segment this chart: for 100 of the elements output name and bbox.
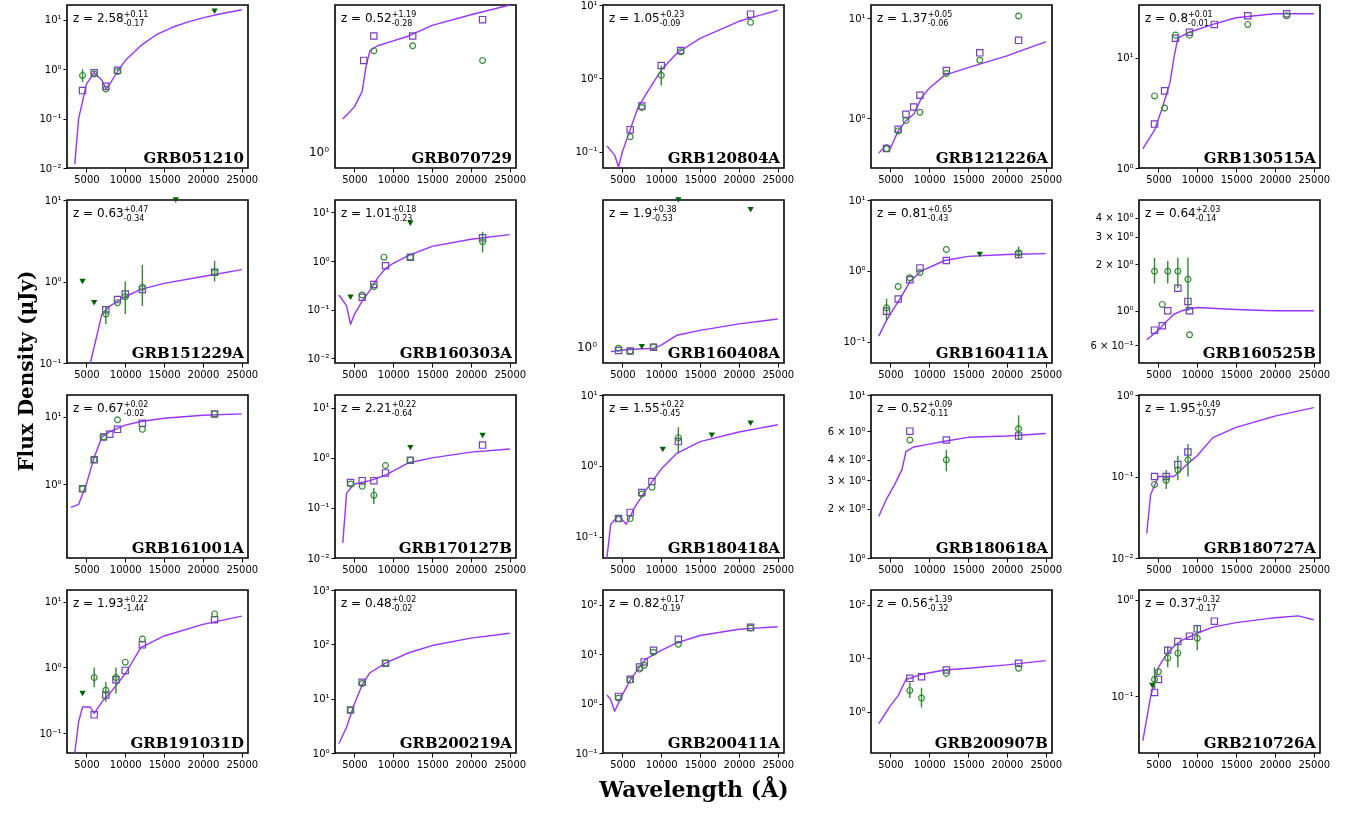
point bbox=[906, 427, 914, 435]
y-tick-label: 10⁰ bbox=[312, 452, 330, 464]
point bbox=[79, 278, 86, 285]
text: GRB160303A bbox=[399, 344, 513, 362]
point bbox=[105, 430, 114, 438]
y-tick-label: 10⁰ bbox=[580, 72, 598, 84]
y-tick-label: 10⁻¹ bbox=[307, 502, 330, 514]
x-tick-label: 5000 bbox=[342, 563, 368, 575]
x-tick-label: 15000 bbox=[952, 173, 985, 185]
point bbox=[906, 686, 914, 694]
text: GRB200411A bbox=[667, 734, 781, 752]
point bbox=[1015, 12, 1023, 20]
point bbox=[906, 674, 914, 683]
x-tick-label: 15000 bbox=[952, 758, 985, 770]
x-tick-label: 5000 bbox=[1146, 173, 1172, 185]
point bbox=[381, 469, 390, 477]
y-tick-label: 10¹ bbox=[312, 693, 330, 705]
x-tick-label: 25000 bbox=[762, 173, 795, 185]
point bbox=[648, 477, 656, 486]
point bbox=[902, 117, 910, 125]
y-tick-label: 10⁻¹ bbox=[575, 747, 598, 759]
point bbox=[894, 283, 902, 291]
x-tick-label: 15000 bbox=[952, 563, 985, 575]
text: GRB120804A bbox=[667, 149, 781, 167]
point bbox=[1151, 92, 1159, 100]
point bbox=[479, 56, 487, 64]
point bbox=[138, 419, 147, 427]
point bbox=[917, 694, 926, 702]
point bbox=[1151, 267, 1159, 275]
text: GRB161001A bbox=[131, 539, 245, 557]
x-tick-label: 5000 bbox=[610, 173, 636, 185]
point bbox=[906, 436, 914, 444]
y-tick-label: 10¹ bbox=[848, 194, 866, 206]
point bbox=[102, 691, 110, 699]
y-tick-label: 10² bbox=[312, 638, 330, 650]
x-tick-label: 10000 bbox=[377, 758, 410, 770]
point bbox=[370, 32, 378, 40]
line-series bbox=[878, 432, 1047, 518]
point bbox=[1184, 448, 1192, 456]
point bbox=[138, 425, 146, 433]
point bbox=[90, 711, 98, 719]
point bbox=[916, 91, 924, 100]
point bbox=[381, 261, 390, 270]
x-tick-label: 15000 bbox=[1220, 173, 1253, 185]
x-tick-label: 10000 bbox=[109, 368, 142, 380]
point bbox=[1150, 120, 1159, 128]
x-tick-label: 20000 bbox=[187, 563, 220, 575]
y-tick-label: 4 × 10⁰ bbox=[1095, 212, 1134, 224]
text: GRB160411A bbox=[935, 344, 1049, 362]
y-tick-label: 10⁻¹ bbox=[39, 357, 62, 369]
point bbox=[79, 690, 86, 697]
point bbox=[102, 310, 110, 318]
point bbox=[90, 674, 98, 682]
y-tick-label: 10⁰ bbox=[312, 747, 330, 759]
x-tick-label: 25000 bbox=[762, 758, 795, 770]
point bbox=[1193, 625, 1202, 633]
text: GRB070729 bbox=[411, 149, 512, 167]
point bbox=[916, 264, 924, 272]
y-tick-label: 10¹ bbox=[580, 648, 598, 660]
y-tick-label: 10⁰ bbox=[848, 112, 866, 124]
point bbox=[79, 71, 87, 79]
x-tick-label: 25000 bbox=[226, 563, 259, 575]
point bbox=[1184, 297, 1192, 306]
point bbox=[747, 420, 754, 426]
line-series bbox=[74, 615, 243, 754]
point bbox=[113, 295, 122, 304]
x-tick-label: 10000 bbox=[645, 758, 678, 770]
y-tick-label: 10⁻¹ bbox=[39, 727, 62, 739]
x-tick-label: 15000 bbox=[148, 173, 181, 185]
x-tick-label: 25000 bbox=[1030, 173, 1063, 185]
y-tick-label: 10¹ bbox=[1116, 52, 1134, 64]
x-tick-label: 5000 bbox=[878, 758, 904, 770]
text: GRB130515A bbox=[1203, 149, 1317, 167]
y-tick-label: 10⁰ bbox=[312, 255, 330, 267]
y-tick-label: 10⁻¹ bbox=[1111, 471, 1134, 482]
point bbox=[1163, 646, 1172, 655]
point bbox=[1185, 331, 1194, 339]
y-tick-label: 10⁻¹ bbox=[843, 336, 866, 348]
x-tick-label: 10000 bbox=[1181, 758, 1214, 770]
y-tick-label: 10⁻¹ bbox=[307, 304, 330, 316]
point bbox=[138, 635, 146, 643]
x-tick-label: 20000 bbox=[1259, 368, 1292, 380]
y-tick-label: 10² bbox=[580, 599, 598, 611]
x-tick-label: 15000 bbox=[684, 563, 717, 575]
point bbox=[674, 635, 683, 644]
x-tick-label: 10000 bbox=[645, 173, 678, 185]
point bbox=[1174, 284, 1182, 292]
y-tick-label: 10⁰ bbox=[44, 276, 62, 287]
point bbox=[1158, 322, 1167, 330]
line-series bbox=[606, 626, 779, 712]
point bbox=[408, 32, 417, 40]
x-tick-label: 10000 bbox=[1181, 173, 1214, 185]
point bbox=[942, 66, 951, 75]
text: GRB121226A bbox=[935, 149, 1049, 167]
x-tick-label: 10000 bbox=[377, 368, 410, 380]
line-series bbox=[878, 659, 1047, 725]
point bbox=[121, 666, 130, 675]
point bbox=[1150, 326, 1159, 334]
x-tick-label: 5000 bbox=[74, 368, 100, 380]
point bbox=[942, 70, 950, 78]
